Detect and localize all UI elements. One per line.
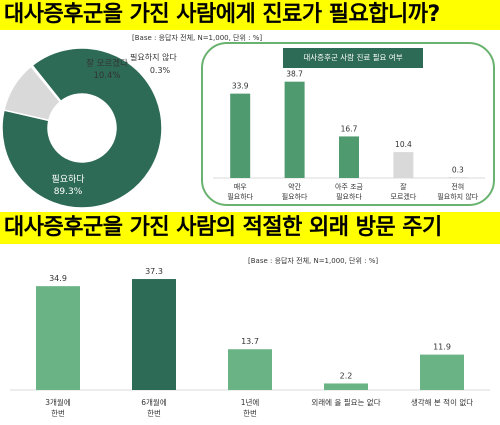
need-detail-category-2-0: 아주 조금: [335, 182, 364, 191]
top-title: 대사증후군을 가진 사람에게 진료가 필요합니까?: [0, 0, 500, 30]
need-detail-value-4: 0.3: [452, 165, 464, 174]
need-detail-bar-4: [447, 177, 468, 178]
need-detail-category-1-1: 필요하다: [282, 192, 308, 201]
need-detail-category-3-1: 모르겠다: [391, 192, 417, 201]
pie-value-unsure: 10.4%: [93, 71, 120, 81]
need-detail-panel: 대사증후군 사람 진료 필요 여부 33.9 매우 필요하다 38.7 약간 필요하다 16…: [201, 42, 495, 206]
need-detail-category-0-1: 필요하다: [227, 192, 253, 201]
need-detail-category-0-0: 매우: [234, 183, 247, 191]
visit-cycle-category-2-1: 한번: [243, 409, 257, 418]
visit-cycle-bar-2: [228, 349, 272, 390]
visit-cycle-bar-3: [324, 383, 368, 390]
need-detail-bar-1: [284, 81, 305, 178]
pie-value-no-need: 0.3%: [150, 66, 171, 75]
need-detail-category-4-0: 전혀: [451, 182, 464, 191]
need-detail-value-2: 16.7: [341, 124, 358, 133]
need-pie-chart: 필요하다 89.3% 잘 모르겠다 10.4% 필요하지 않다 0.3%: [1, 47, 177, 209]
visit-cycle-category-3-0: 외래에 올 필요는 없다: [311, 397, 380, 407]
top-base-note: [Base : 응답자 전체, N=1,000, 단위 : %]: [132, 34, 263, 42]
pie-value-need: 89.3%: [54, 187, 83, 197]
visit-cycle-category-4-0: 생각해 본 적이 없다: [411, 397, 473, 407]
pie-slice-2: [29, 64, 62, 103]
need-detail-value-1: 38.7: [286, 70, 303, 79]
visit-cycle-value-0: 34.9: [49, 274, 67, 283]
visit-cycle-category-2-0: 1년에: [241, 397, 260, 407]
need-detail-category-2-1: 필요하다: [336, 192, 362, 201]
need-detail-bar-3: [393, 152, 414, 178]
visit-cycle-category-1-1: 한번: [147, 409, 161, 418]
pie-label-unsure: 잘 모르겠다: [86, 58, 128, 69]
visit-cycle-value-2: 13.7: [241, 337, 259, 346]
need-detail-value-0: 33.9: [232, 82, 249, 91]
visit-cycle-bar-4: [420, 354, 464, 390]
visit-cycle-value-1: 37.3: [145, 267, 163, 276]
need-detail-category-1-0: 약간: [288, 182, 301, 191]
pie-label-need: 필요하다: [51, 173, 85, 185]
panel-header: 대사증후군 사람 진료 필요 여부: [283, 48, 423, 68]
visit-cycle-value-4: 11.9: [433, 343, 451, 352]
pie-slice-0: [1, 47, 163, 209]
bottom-title: 대사증후군을 가진 사람의 적절한 외래 방문 주기: [0, 212, 500, 244]
need-detail-bar-2: [339, 136, 359, 178]
visit-cycle-category-0-1: 한번: [51, 409, 65, 418]
need-detail-bar-0: [230, 93, 251, 178]
visit-cycle-bar-1: [132, 279, 176, 390]
need-detail-value-3: 10.4: [395, 140, 412, 149]
visit-cycle-category-1-0: 6개월에: [141, 397, 167, 407]
visit-cycle-bar-0: [36, 286, 80, 390]
need-detail-category-3-0: 잘: [400, 183, 407, 191]
bottom-base-note: [Base : 응답자 전체, N=1,000, 단위 : %]: [248, 257, 379, 265]
pie-label-no-need: 필요하지 않다: [130, 52, 177, 62]
visit-cycle-value-3: 2.2: [340, 371, 353, 380]
need-detail-category-4-1: 필요하지 않다: [437, 192, 478, 201]
visit-cycle-category-0-0: 3개월에: [45, 397, 71, 407]
